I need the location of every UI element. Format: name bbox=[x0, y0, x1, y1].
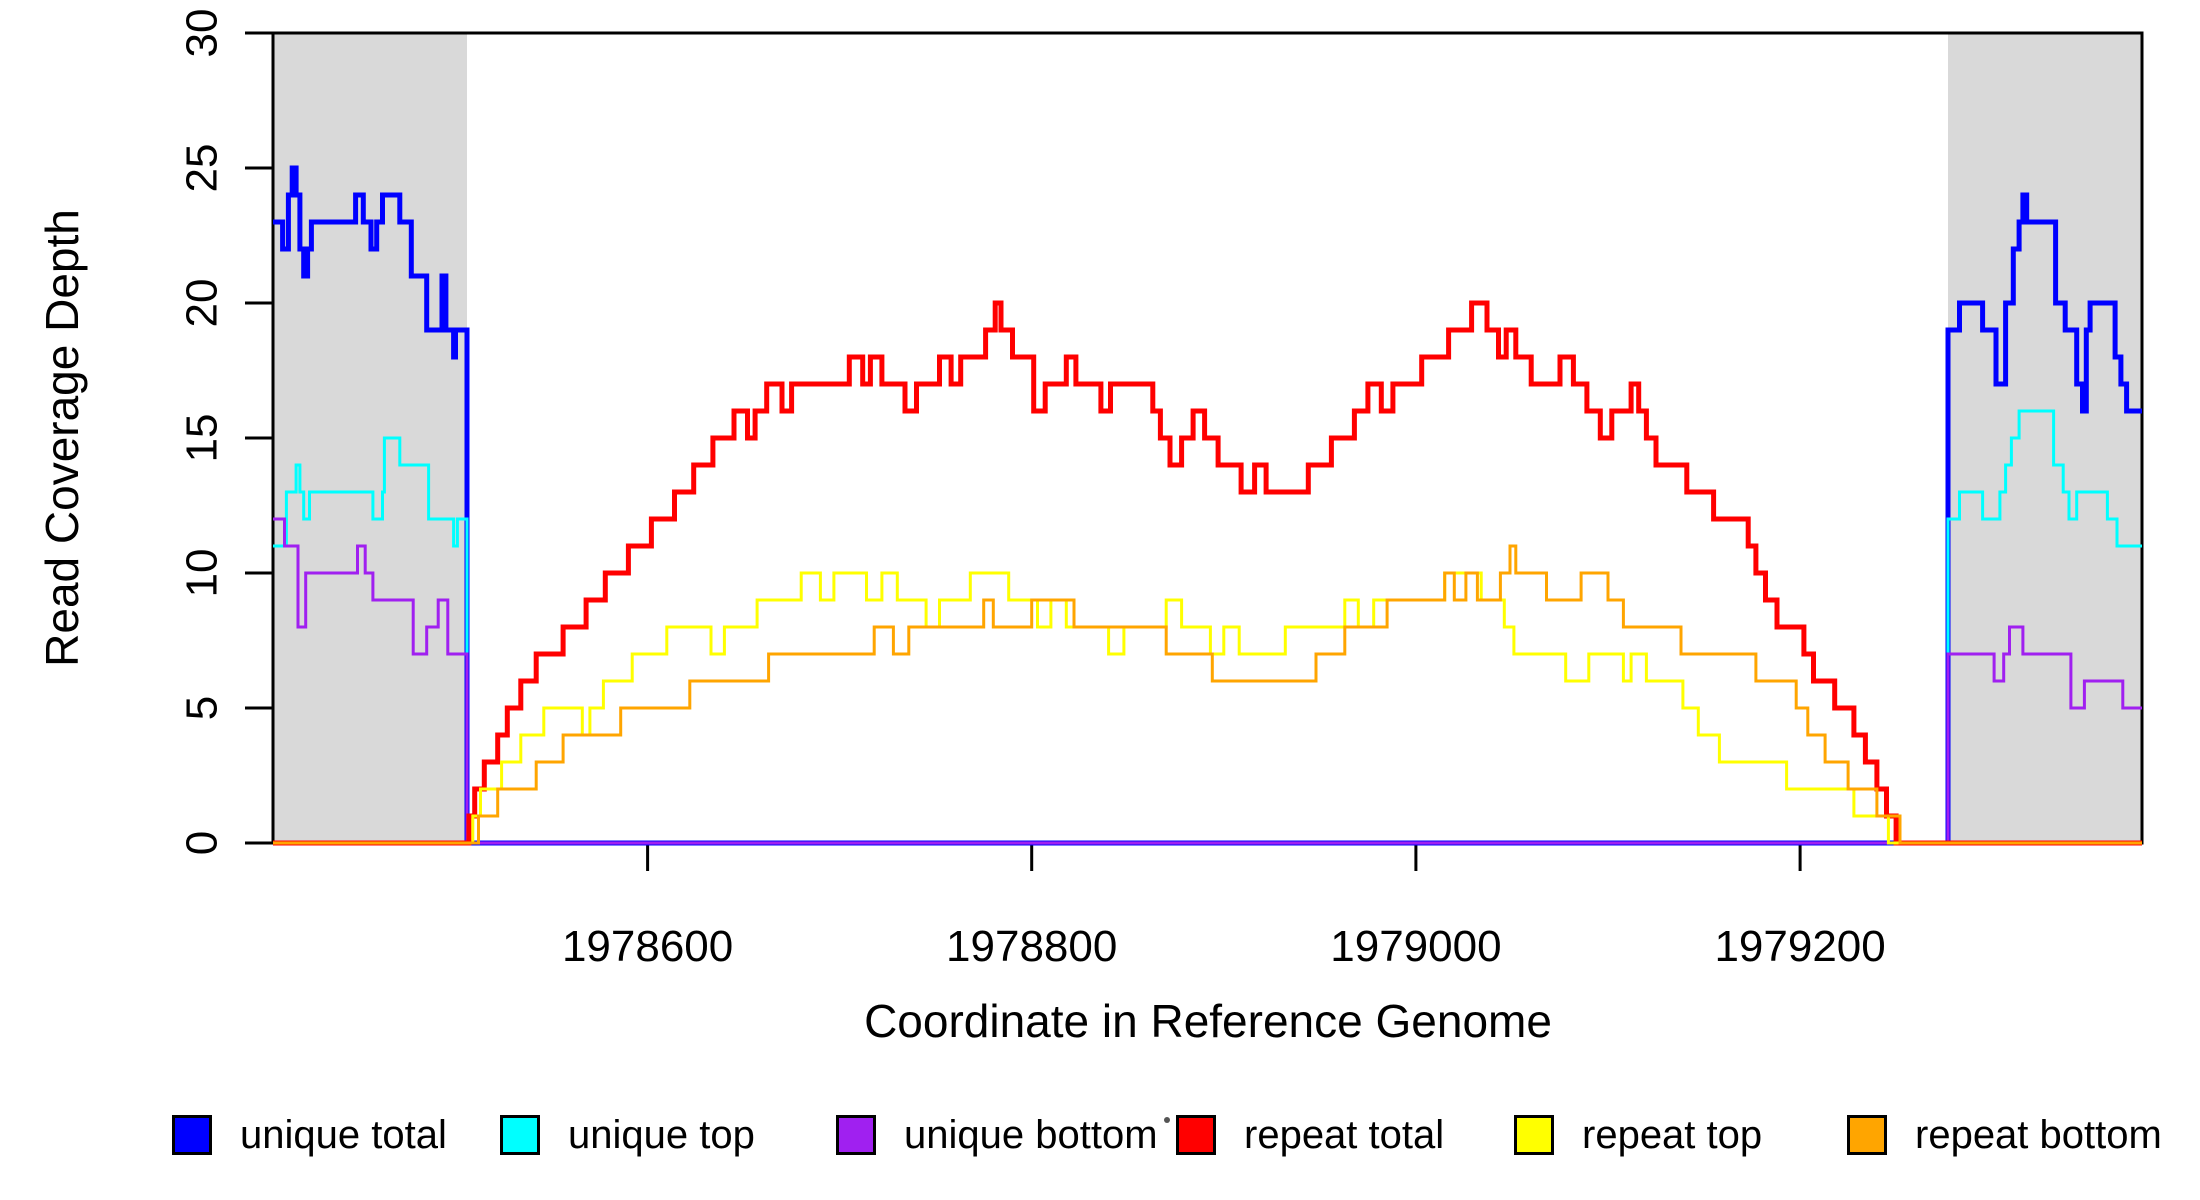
shaded-flank-regions bbox=[273, 33, 2142, 843]
legend-item-unique-bottom: unique bottom bbox=[836, 1112, 1158, 1158]
legend-item-unique-total: unique total bbox=[172, 1112, 447, 1158]
shaded-region-left-unique-flank bbox=[273, 33, 467, 843]
legend-label: repeat bottom bbox=[1915, 1113, 2162, 1157]
y-tick-label: 10 bbox=[178, 549, 227, 598]
axis-ticks bbox=[245, 31, 1802, 871]
x-tick-label: 1979200 bbox=[1714, 922, 1885, 971]
x-tick-label: 1979000 bbox=[1330, 922, 1501, 971]
series-unique-total-line bbox=[273, 165, 2142, 846]
legend-swatch-repeat-bottom-icon bbox=[1847, 1115, 1887, 1155]
axis-tick-labels: 1978600 1978800 1979000 1979200 0 5 10 15 20 25 30 bbox=[178, 9, 1886, 971]
legend-swatch-repeat-total-icon bbox=[1176, 1115, 1216, 1155]
legend-item-repeat-top: repeat top bbox=[1514, 1112, 1762, 1158]
series-unique-bottom-line bbox=[273, 517, 2142, 845]
x-tick-label: 1978800 bbox=[946, 922, 1117, 971]
shaded-region-right-unique-flank bbox=[1948, 33, 2142, 843]
series-repeat-top-line bbox=[273, 571, 2142, 845]
x-axis-title: Coordinate in Reference Genome bbox=[864, 995, 1552, 1047]
legend-swatch-unique-total-icon bbox=[172, 1115, 212, 1155]
legend-label: unique total bbox=[240, 1113, 447, 1157]
y-tick-label: 15 bbox=[178, 414, 227, 463]
legend-item-unique-top: unique top bbox=[500, 1112, 755, 1158]
series-lines bbox=[273, 165, 2142, 846]
legend-item-repeat-bottom: repeat bottom bbox=[1847, 1112, 2162, 1158]
legend-label: repeat total bbox=[1244, 1113, 1445, 1157]
legend-label: unique top bbox=[568, 1113, 755, 1157]
stray-dot-mark bbox=[1164, 1117, 1170, 1123]
y-tick-label: 30 bbox=[178, 9, 227, 58]
legend-swatch-unique-bottom-icon bbox=[836, 1115, 876, 1155]
legend-label: repeat top bbox=[1582, 1113, 1763, 1157]
y-tick-label: 25 bbox=[178, 144, 227, 193]
x-tick-label: 1978600 bbox=[562, 922, 733, 971]
legend-item-repeat-total: repeat total bbox=[1176, 1112, 1444, 1158]
legend-swatch-repeat-top-icon bbox=[1514, 1115, 1554, 1155]
legend-swatch-unique-top-icon bbox=[500, 1115, 540, 1155]
series-repeat-bottom-line bbox=[273, 544, 2142, 845]
y-tick-label: 20 bbox=[178, 279, 227, 328]
y-axis-title: Read Coverage Depth bbox=[36, 209, 88, 667]
y-tick-label: 5 bbox=[178, 696, 227, 720]
legend-label: unique bottom bbox=[904, 1113, 1158, 1157]
y-tick-label: 0 bbox=[178, 831, 227, 855]
series-repeat-total-line bbox=[273, 300, 2142, 846]
